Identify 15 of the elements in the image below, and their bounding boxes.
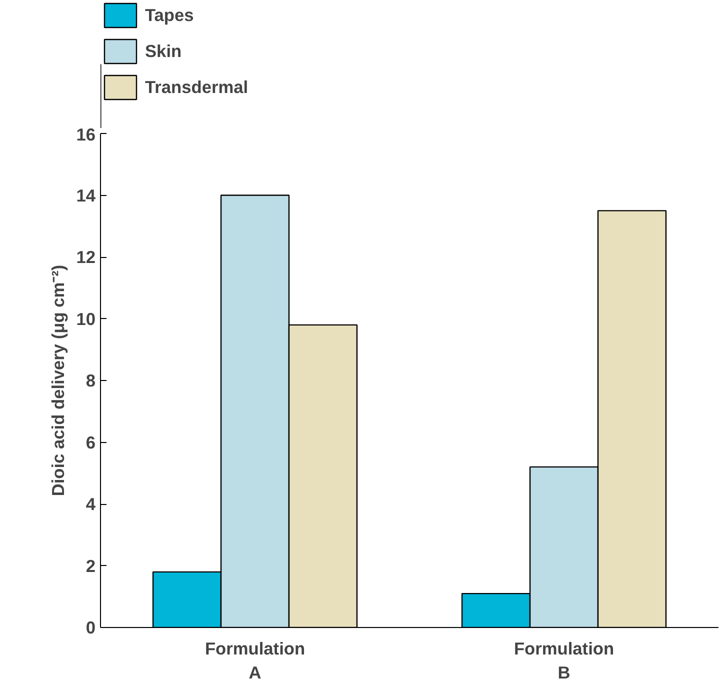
legend-label: Skin — [145, 40, 182, 62]
y-tick-label: 12 — [76, 247, 96, 267]
y-tick-label: 6 — [86, 432, 96, 452]
y-tick-label: 10 — [76, 308, 96, 329]
y-axis-title: Dioic acid delivery (μg cm⁻²) — [48, 264, 68, 496]
y-tick-label: 16 — [76, 124, 96, 144]
x-tick-label: Formulation A — [204, 638, 306, 682]
x-tick-label: Formulation B — [514, 638, 614, 682]
y-tick-label: 2 — [86, 556, 96, 576]
legend-label: Tapes — [145, 4, 194, 27]
y-tick-label: 4 — [86, 494, 96, 514]
y-tick-label: 0 — [86, 618, 96, 638]
y-tick-label: 8 — [86, 370, 96, 390]
legend-label: Transdermal — [145, 76, 248, 98]
y-tick-label: 14 — [76, 185, 96, 206]
